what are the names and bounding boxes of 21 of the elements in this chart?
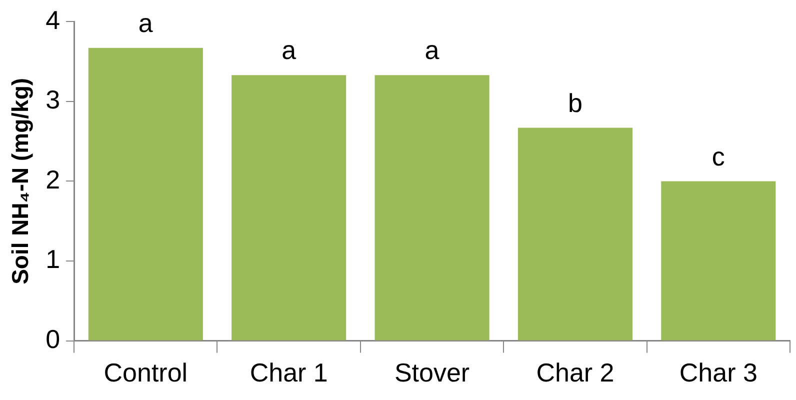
annotation: b xyxy=(568,88,582,118)
bar xyxy=(518,128,632,340)
x-tick-label: Control xyxy=(104,358,188,388)
y-axis-title: Soil NH₄-N (mg/kg) xyxy=(7,78,34,284)
annotation: c xyxy=(712,141,725,172)
x-tick-label: Char 1 xyxy=(250,358,328,388)
y-tick-label: 3 xyxy=(46,84,60,115)
y-tick-label: 1 xyxy=(46,244,60,274)
annotation: a xyxy=(424,35,440,66)
bar xyxy=(88,48,203,340)
y-tick-label: 4 xyxy=(46,4,60,35)
x-tick-label: Char 2 xyxy=(536,358,614,388)
bar xyxy=(232,75,346,340)
annotation: a xyxy=(138,8,154,38)
y-tick-label: 2 xyxy=(46,164,60,194)
bar xyxy=(661,181,776,340)
y-tick-label: 0 xyxy=(46,324,60,354)
annotation: a xyxy=(282,35,297,66)
x-tick-label: Stover xyxy=(394,358,470,388)
x-tick-label: Char 3 xyxy=(679,358,758,388)
bar xyxy=(374,75,490,340)
